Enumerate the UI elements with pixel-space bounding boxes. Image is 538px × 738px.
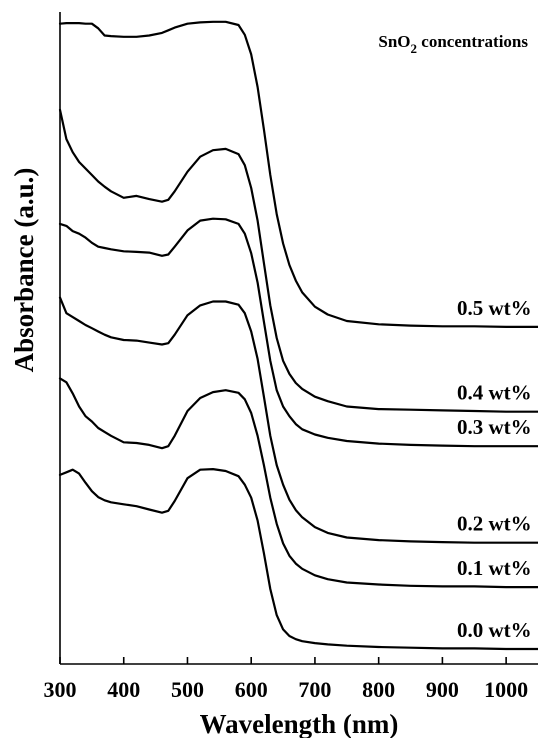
x-tick-label-500: 500 <box>171 677 204 702</box>
x-tick-label-800: 800 <box>362 677 395 702</box>
x-tick-labels: 300 400 500 600 700 800 900 1000 <box>44 677 529 702</box>
series-label-0: 0.5 wt% <box>457 296 532 320</box>
series-line-3 <box>58 296 538 544</box>
series-label-1: 0.4 wt% <box>457 381 532 405</box>
series-line-4 <box>58 377 538 589</box>
x-ticks <box>59 657 507 664</box>
x-tick-label-900: 900 <box>426 677 459 702</box>
series-label-5: 0.0 wt% <box>457 618 532 642</box>
x-tick-label-600: 600 <box>235 677 268 702</box>
x-tick-label-1000: 1000 <box>484 677 528 702</box>
series-line-1 <box>58 108 538 413</box>
series-label-2: 0.3 wt% <box>457 415 532 439</box>
x-tick-label-300: 300 <box>44 677 77 702</box>
series-curves <box>58 20 538 651</box>
y-axis-title: Absorbance (a.u.) <box>9 168 39 373</box>
series-line-2 <box>58 217 538 448</box>
series-line-0 <box>58 20 538 328</box>
x-tick-label-700: 700 <box>298 677 331 702</box>
series-labels: 0.5 wt% 0.4 wt% 0.3 wt% 0.2 wt% 0.1 wt% 0.0 w… <box>457 296 532 642</box>
x-tick-label-400: 400 <box>107 677 140 702</box>
series-label-4: 0.1 wt% <box>457 556 532 580</box>
legend-title: SnO2 concentrations <box>378 32 528 56</box>
series-line-5 <box>58 468 538 651</box>
series-label-3: 0.2 wt% <box>457 512 532 536</box>
x-axis-title: Wavelength (nm) <box>200 709 399 738</box>
